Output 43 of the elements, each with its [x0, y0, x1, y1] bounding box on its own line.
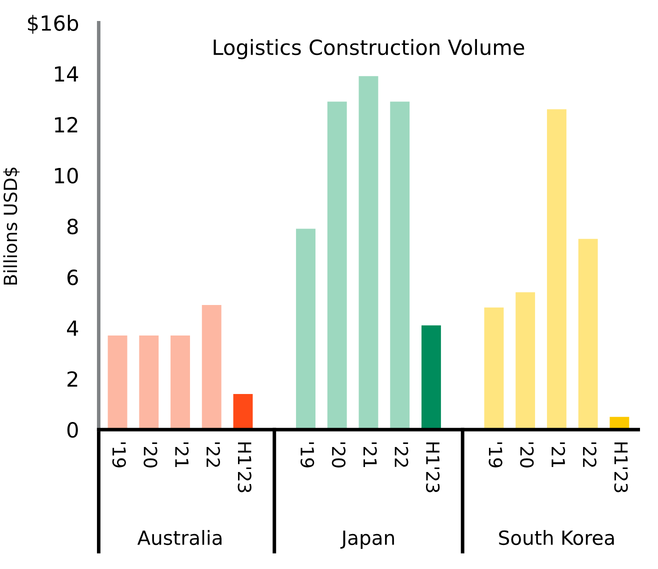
x-tick-label: '21 — [364, 442, 377, 467]
text: Japan — [340, 530, 394, 549]
bar — [546, 109, 566, 430]
y-tick-label: 2 — [68, 371, 78, 387]
bar — [170, 336, 190, 430]
x-tick-label: H1'23 — [614, 442, 628, 492]
bar — [358, 76, 378, 430]
x-tick-label: '19 — [488, 442, 502, 468]
x-tick-label: '20 — [144, 442, 158, 468]
bar — [327, 102, 347, 430]
text: Australia — [137, 530, 222, 546]
y-tick-label: 6 — [67, 269, 78, 286]
y-axis-title: Billions USD$ — [3, 168, 20, 284]
x-tick-label: H1'23 — [426, 442, 440, 492]
bar — [390, 102, 410, 430]
x-tick-label: '19 — [112, 442, 126, 468]
x-tick-label: '19 — [300, 442, 314, 468]
y-tick-label: 12 — [55, 116, 78, 132]
bar — [578, 238, 598, 430]
x-tick-label: '21 — [175, 442, 189, 467]
bar — [108, 336, 128, 430]
bar — [516, 292, 536, 430]
bar — [233, 394, 253, 430]
text: Logistics Construction Volume — [214, 39, 524, 60]
x-tick-label: '22 — [206, 442, 220, 467]
bar — [202, 305, 222, 430]
bar — [296, 228, 316, 430]
x-tick-label: '22 — [583, 442, 596, 467]
bar — [139, 336, 159, 430]
x-tick-label: '22 — [394, 442, 408, 467]
x-tick-label: '21 — [552, 442, 566, 467]
bar — [484, 308, 504, 430]
y-tick-label: 4 — [67, 320, 78, 336]
text: South Korea — [499, 530, 614, 546]
y-tick-label: 10 — [55, 168, 78, 184]
x-tick-label: '20 — [332, 442, 346, 468]
y-tick-label: 0 — [67, 422, 78, 438]
bar — [421, 325, 441, 430]
x-tick-label: H1'23 — [238, 442, 252, 492]
y-tick-label: 14 — [55, 66, 78, 82]
y-tick-label: 8 — [67, 218, 78, 234]
y-tick-label: $16b — [28, 14, 78, 34]
x-tick-label: '20 — [520, 442, 534, 468]
